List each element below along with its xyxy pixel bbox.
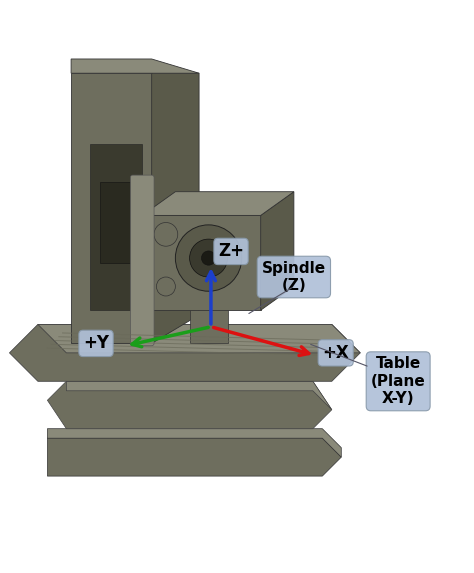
Polygon shape (90, 144, 142, 310)
Polygon shape (47, 381, 332, 429)
Circle shape (154, 222, 178, 246)
Polygon shape (100, 182, 133, 263)
Polygon shape (71, 59, 199, 73)
Polygon shape (142, 215, 261, 310)
Text: +X: +X (322, 344, 349, 362)
Polygon shape (71, 73, 152, 343)
Text: Spindle
(Z): Spindle (Z) (262, 261, 326, 293)
Circle shape (201, 251, 216, 265)
Text: Table
(Plane
X-Y): Table (Plane X-Y) (371, 356, 426, 406)
Text: Z+: Z+ (218, 242, 244, 261)
Polygon shape (66, 381, 332, 410)
Text: +Y: +Y (83, 335, 109, 352)
Circle shape (156, 277, 175, 296)
Polygon shape (38, 324, 360, 353)
Polygon shape (47, 429, 341, 457)
Circle shape (175, 225, 242, 291)
Polygon shape (142, 192, 294, 215)
FancyBboxPatch shape (130, 175, 154, 346)
Polygon shape (190, 310, 228, 343)
Circle shape (190, 239, 228, 277)
Polygon shape (261, 192, 294, 310)
Polygon shape (47, 438, 341, 476)
Polygon shape (152, 73, 199, 343)
Polygon shape (9, 324, 360, 381)
